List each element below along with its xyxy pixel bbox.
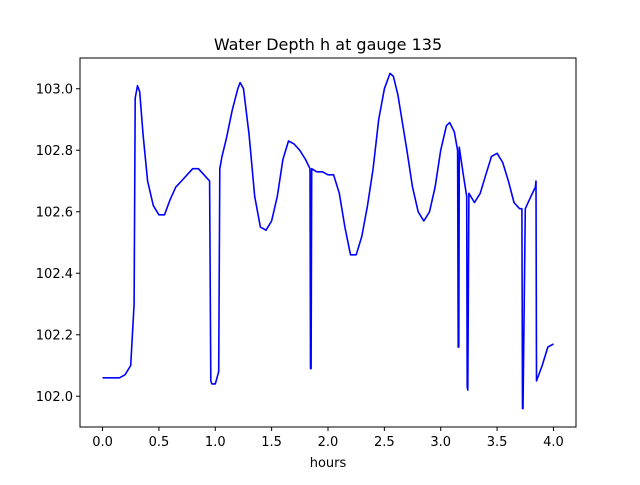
axis-ticks: 0.0 0.5 1.0 1.5 2.0 2.5 3.0 3.5 4.0 102.0 102.2 102… — [36, 82, 564, 450]
y-tick-label: 102.6 — [36, 205, 73, 220]
x-tick-label: 2.0 — [318, 435, 339, 450]
x-axis-label: hours — [310, 456, 347, 471]
plot-frame — [79, 57, 577, 428]
x-tick-label: 3.5 — [487, 435, 508, 450]
y-tick-label: 102.8 — [36, 144, 73, 159]
y-tick-label: 102.0 — [36, 390, 73, 405]
y-tick-label: 102.2 — [36, 328, 73, 343]
x-tick-label: 4.0 — [543, 435, 564, 450]
y-tick-label: 102.4 — [36, 267, 73, 282]
y-tick-label: 103.0 — [36, 82, 73, 97]
x-tick-label: 3.0 — [430, 435, 451, 450]
x-tick-label: 0.5 — [149, 435, 170, 450]
chart-title: Water Depth h at gauge 135 — [214, 35, 442, 54]
x-tick-label: 1.5 — [261, 435, 282, 450]
x-tick-label: 0.0 — [92, 435, 113, 450]
x-tick-label: 1.0 — [205, 435, 226, 450]
x-tick-label: 2.5 — [374, 435, 395, 450]
series-line-0 — [102, 72, 554, 410]
plot-area — [102, 72, 554, 410]
